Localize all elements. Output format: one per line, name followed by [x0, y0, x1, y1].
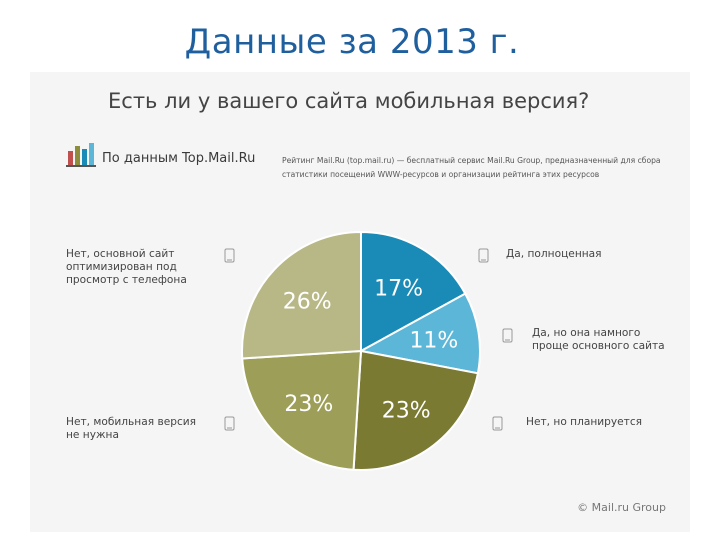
- slide-title: Данные за 2013 г.: [184, 22, 520, 62]
- phone-icon: [224, 416, 235, 431]
- pie-slice-simpler: [358, 292, 481, 375]
- chart-question-title: Есть ли у вашего сайта мобильная версия?: [108, 89, 590, 113]
- slice-label-planned: Нет, но планируется: [526, 416, 643, 428]
- pie-slice-value-simpler: 11%: [409, 329, 458, 354]
- slice-label-simpler: Да, но она намного проще основного сайта: [532, 327, 665, 352]
- pie-chart: 17% 11% 23% 23% 26%: [241, 230, 481, 471]
- pie-slice-value-planned: 23%: [382, 398, 431, 423]
- slice-label-full: Да, полноценная: [506, 248, 602, 260]
- phone-icon: [492, 416, 503, 431]
- pie-slice-full: [360, 230, 467, 353]
- pie-slice-optimized: [241, 230, 362, 360]
- slice-label-optimized: Нет, основной сайт оптимизирован под про…: [66, 248, 187, 286]
- pie-slice-not-needed: [241, 349, 363, 471]
- pie-slice-value-full: 17%: [374, 277, 423, 302]
- phone-icon: [224, 248, 235, 263]
- phone-icon: [502, 328, 513, 343]
- slice-label-not-needed: Нет, мобильная версия не нужна: [66, 416, 197, 441]
- data-source-description: Рейтинг Mail.Ru (top.mail.ru) — бесплатн…: [282, 156, 661, 179]
- pie-slice-planned: [352, 349, 480, 471]
- pie-slice-value-optimized: 26%: [283, 290, 332, 315]
- copyright-text: © Mail.ru Group: [577, 501, 666, 514]
- bar-chart-logo-icon: [66, 143, 96, 167]
- infographic-panel: Есть ли у вашего сайта мобильная версия?…: [30, 72, 690, 532]
- pie-slice-value-not-needed: 23%: [284, 392, 333, 417]
- data-source-label: По данным Top.Mail.Ru: [102, 151, 256, 166]
- phone-icon: [478, 248, 489, 263]
